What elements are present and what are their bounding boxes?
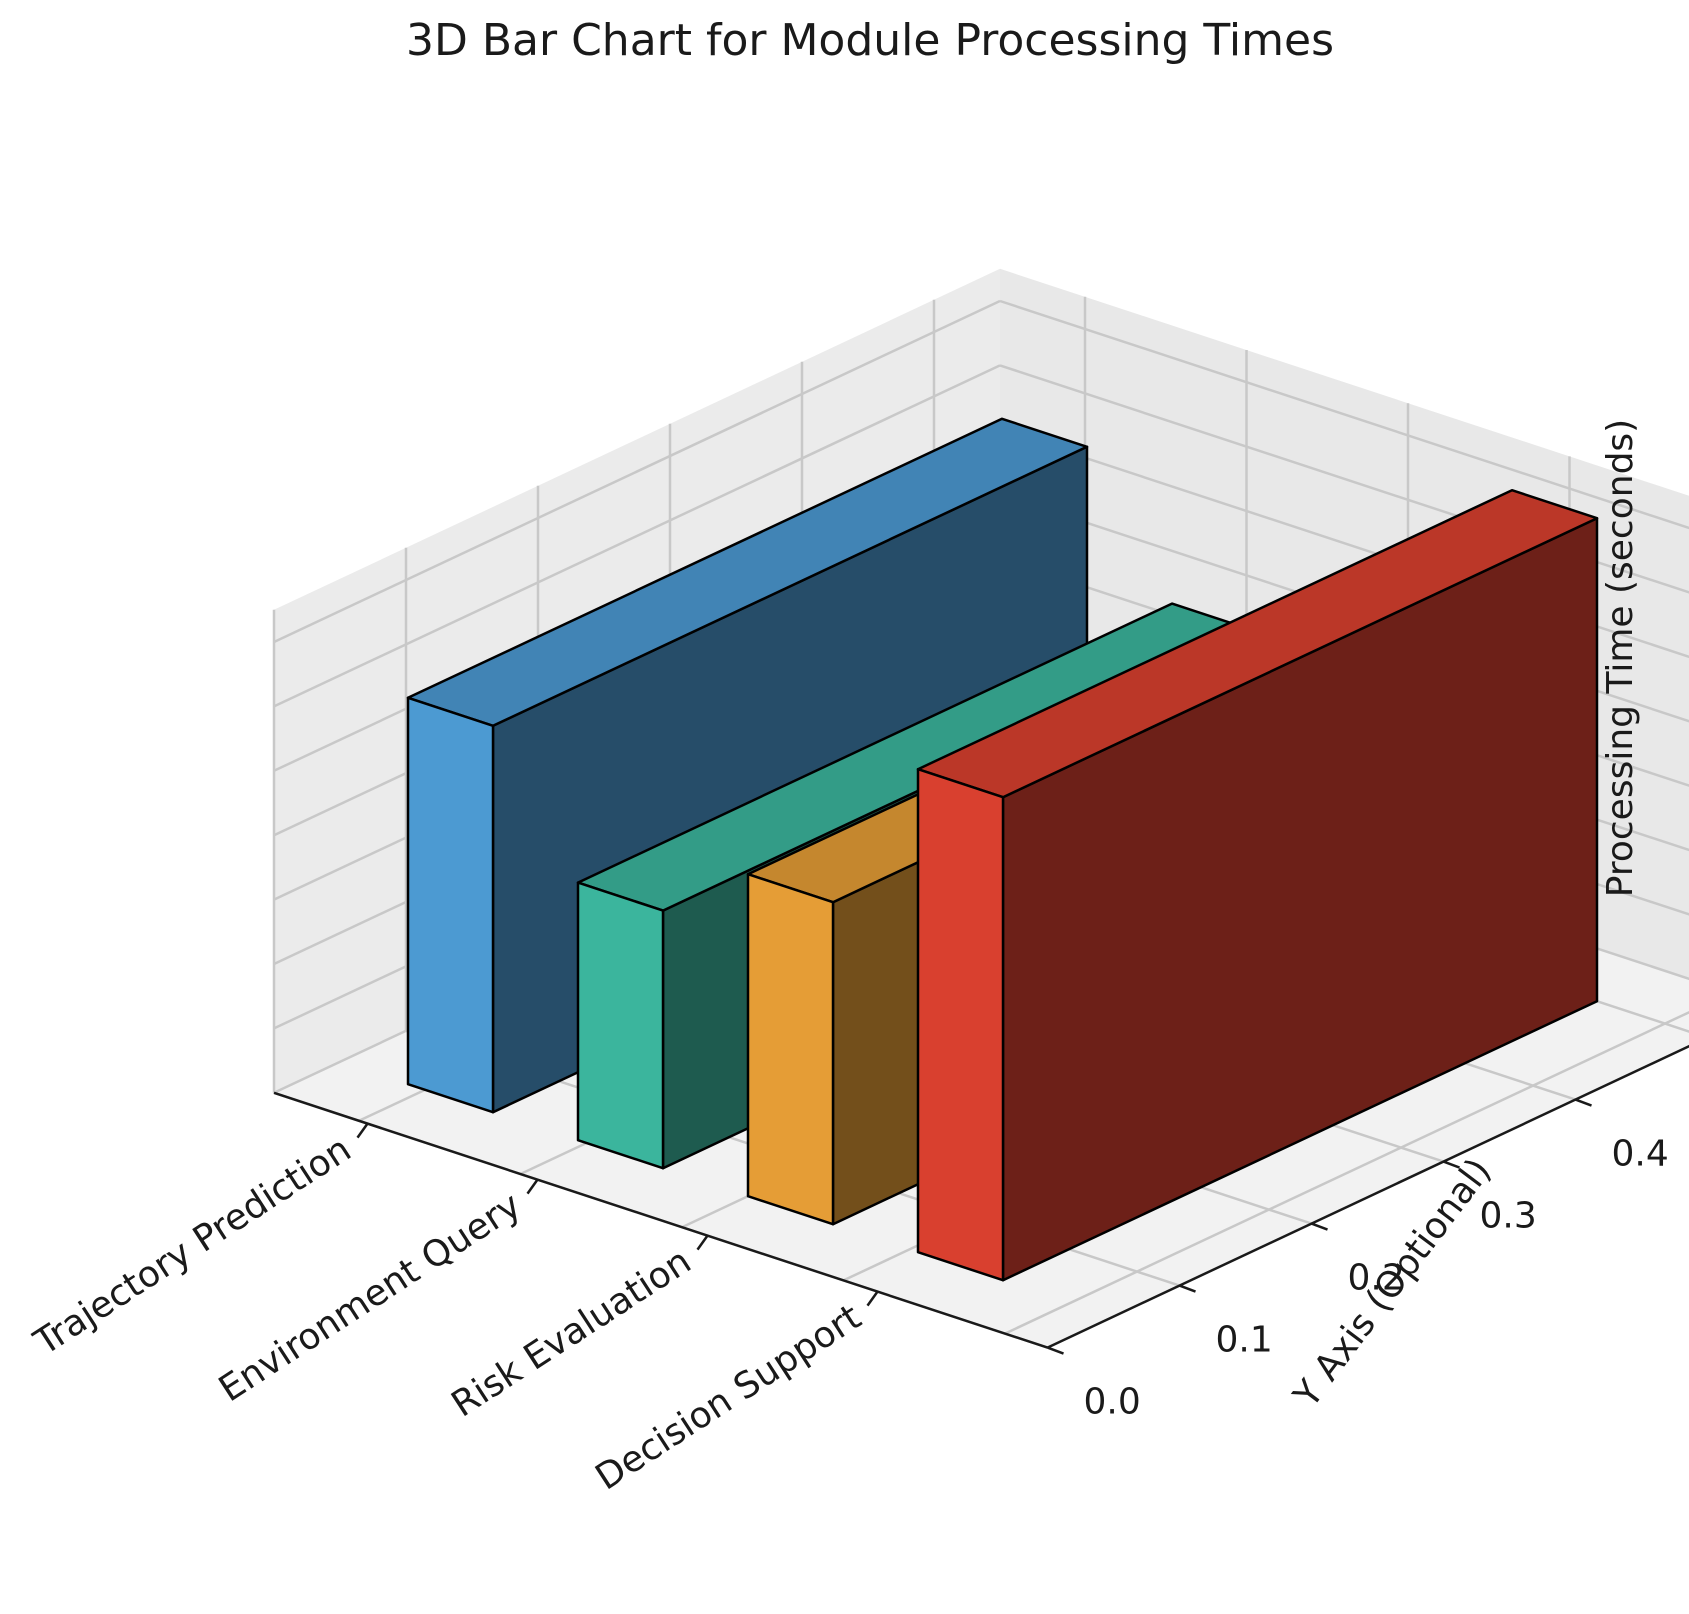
gridline-z-back <box>999 364 1689 594</box>
x-tick <box>696 1234 709 1251</box>
y-tick-label: 0.3 <box>1480 1196 1537 1237</box>
chart-bars <box>406 417 1599 1282</box>
x-axis-line <box>273 1091 1048 1349</box>
x-tick <box>356 1122 369 1139</box>
y-tick <box>1311 1222 1328 1231</box>
y-tick-label: 0.0 <box>1084 1382 1141 1423</box>
gridline-x-floor <box>1004 1010 1689 1335</box>
chart-title: 3D Bar Chart for Module Processing Times <box>406 15 1334 66</box>
x-tick-label: Risk Evaluation <box>445 1241 699 1426</box>
bar-front-face <box>916 767 1005 1282</box>
y-tick <box>1179 1284 1196 1293</box>
y-tick-label: 0.1 <box>1216 1320 1273 1361</box>
bar-front-face <box>746 872 835 1226</box>
x-tick-label: Decision Support <box>589 1297 869 1499</box>
gridline-z-left <box>273 299 1001 644</box>
bar-front-face <box>406 696 495 1114</box>
bar <box>916 488 1599 1282</box>
y-tick <box>1575 1098 1592 1107</box>
chart-axes <box>273 1044 1689 1355</box>
y-tick-label: 0.4 <box>1612 1134 1669 1175</box>
y-tick <box>1443 1160 1460 1169</box>
gridline-z-back <box>999 299 1689 530</box>
gridline-z-left <box>273 364 1001 708</box>
y-tick-label: 0.2 <box>1348 1258 1405 1299</box>
y-axis-line <box>1046 1044 1689 1349</box>
y-tick <box>1047 1346 1064 1355</box>
x-tick <box>526 1178 539 1195</box>
x-tick <box>866 1290 879 1307</box>
bar-front-face <box>576 881 665 1170</box>
z-axis-label: Processing Time (seconds) <box>1600 419 1641 897</box>
